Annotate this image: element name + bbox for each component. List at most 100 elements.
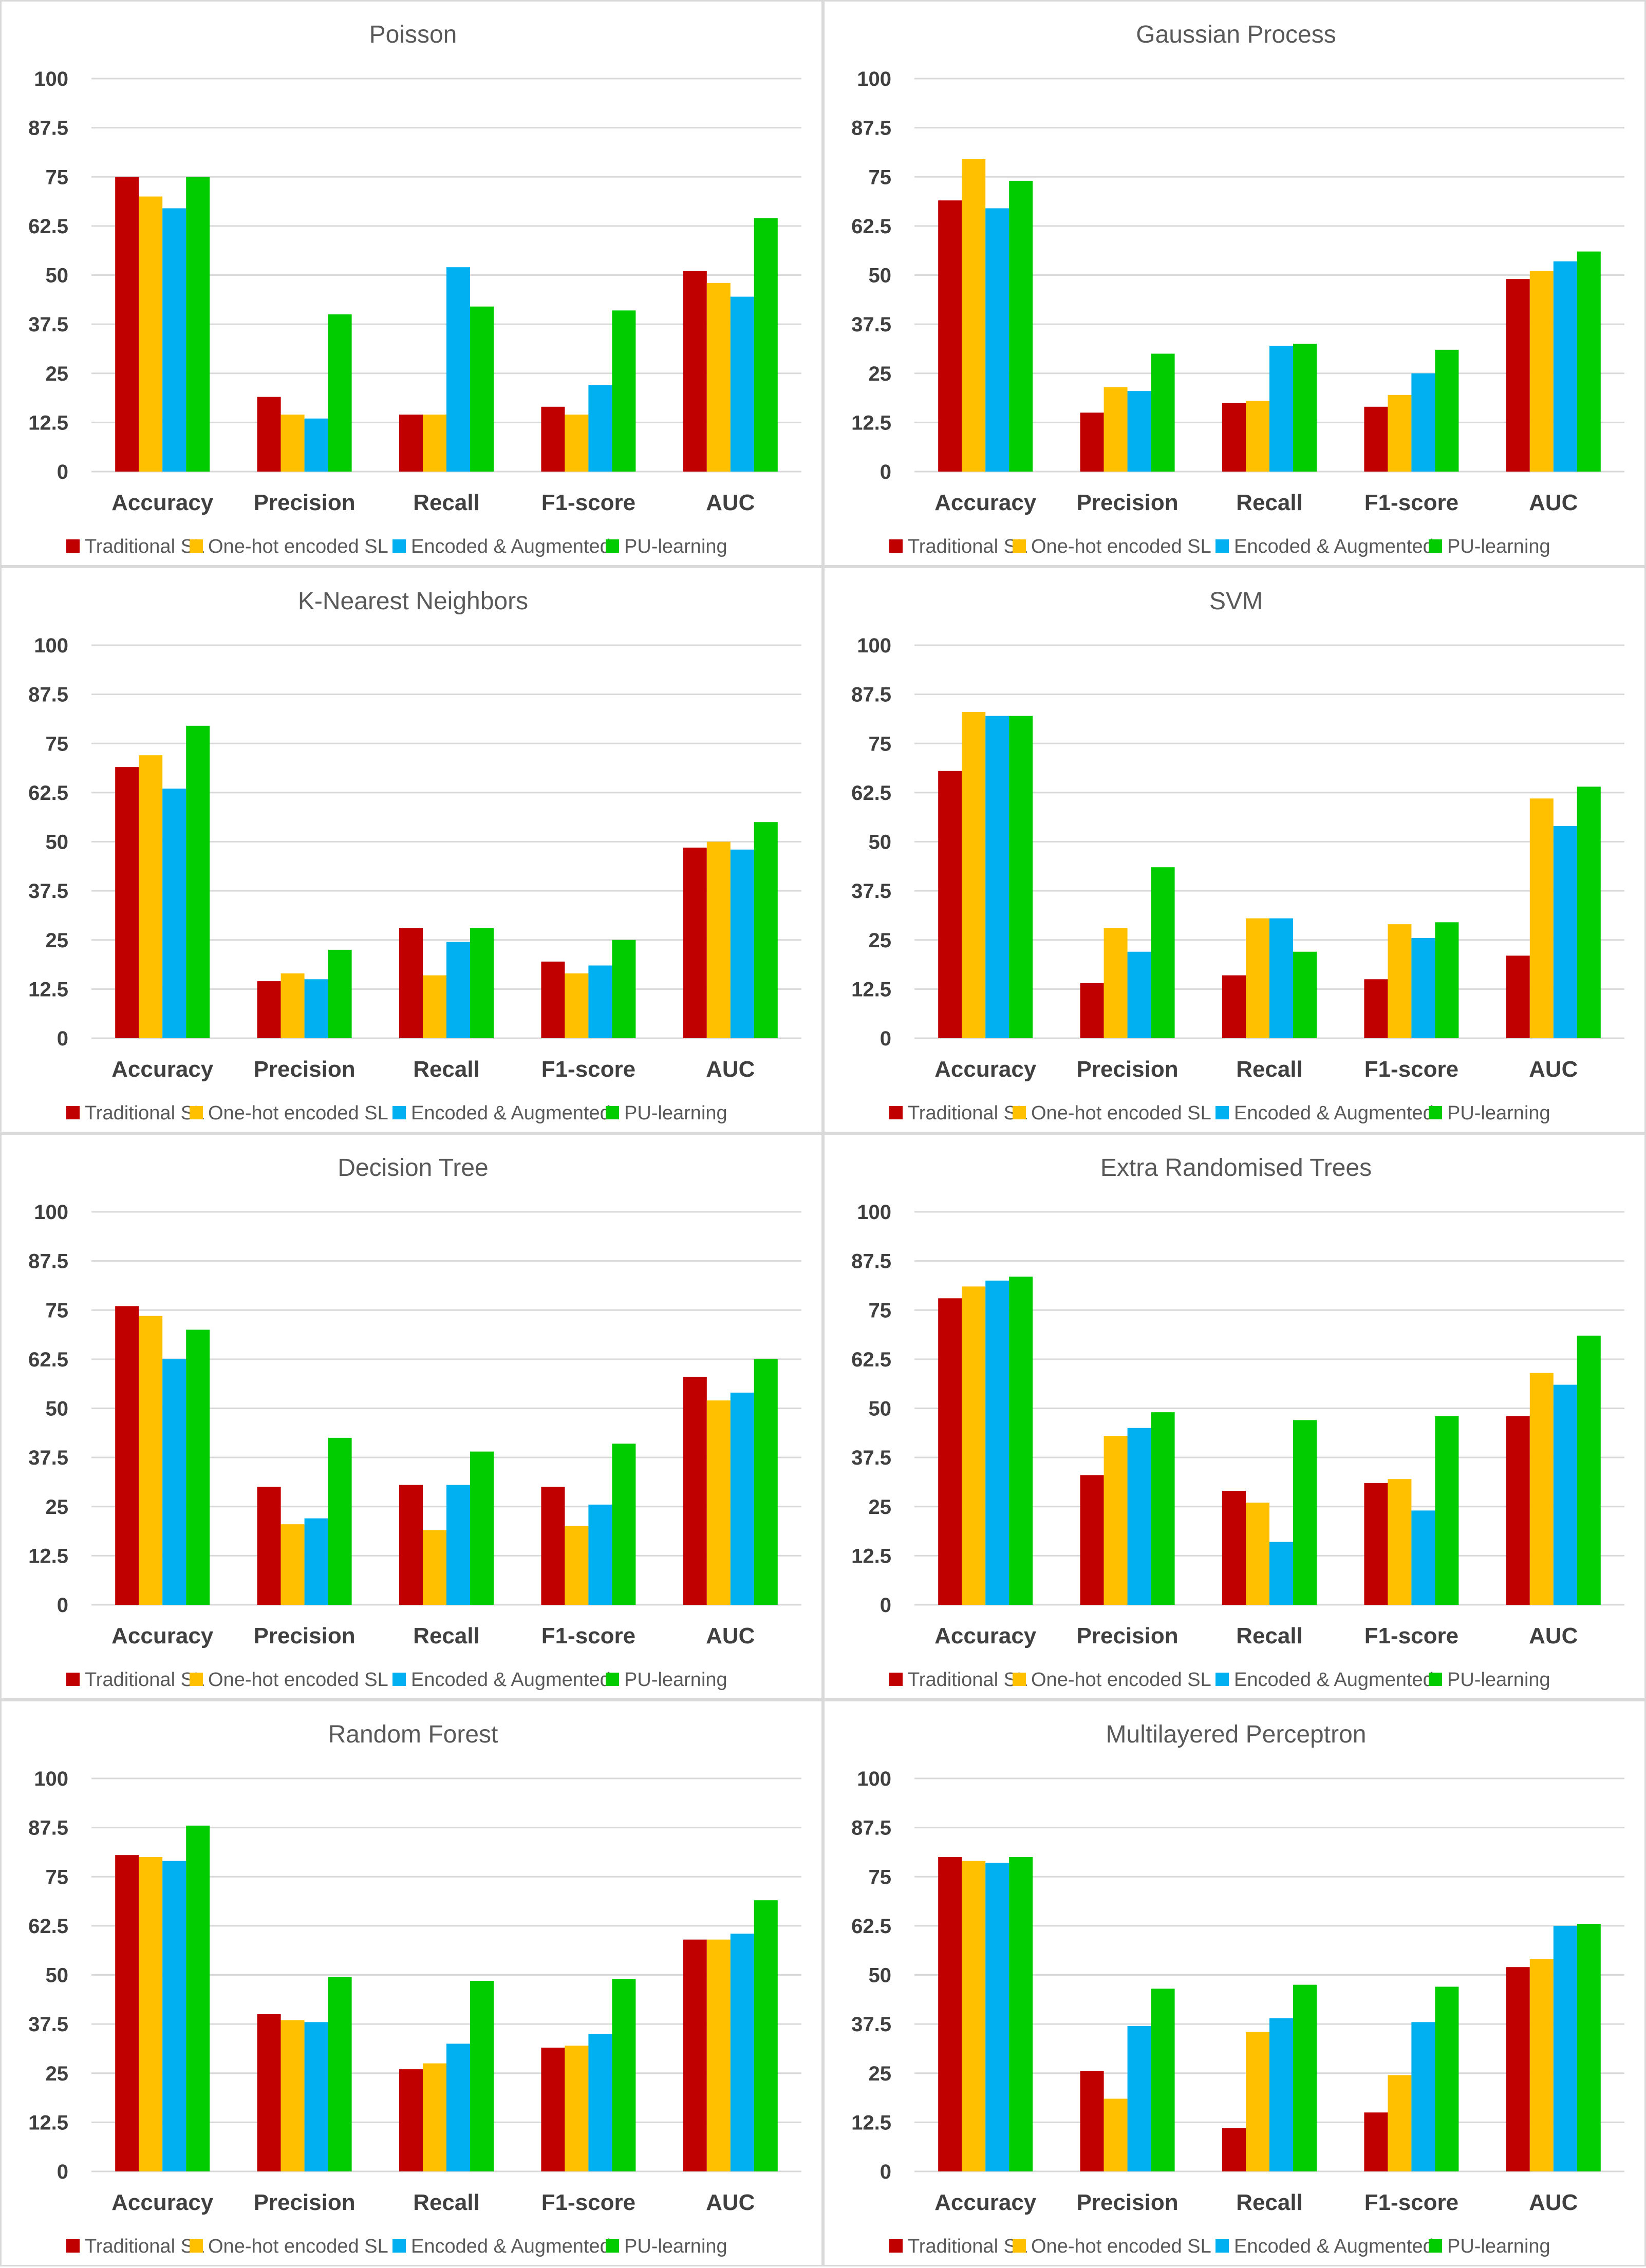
legend-label: One-hot encoded SL	[1031, 1669, 1211, 1691]
bar-traditional-sl-recall	[399, 415, 423, 472]
bar-encoded-augmented-f1-score	[588, 1504, 612, 1605]
bar-traditional-sl-precision	[257, 2014, 281, 2171]
legend-label: One-hot encoded SL	[208, 2236, 388, 2257]
legend-label: PU-learning	[1447, 2236, 1550, 2257]
bar-one-hot-encoded-sl-f1-score	[565, 2046, 589, 2171]
y-tick-label: 100	[34, 634, 68, 657]
bar-pu-learning-f1-score	[612, 1444, 636, 1605]
x-category-label: Precision	[254, 2190, 356, 2215]
x-category-label: Recall	[413, 1623, 480, 1648]
legend-swatch	[889, 539, 903, 553]
bar-one-hot-encoded-sl-recall	[1246, 918, 1269, 1038]
bar-pu-learning-auc	[754, 1359, 778, 1605]
x-category-label: Accuracy	[934, 1623, 1037, 1648]
y-tick-label: 75	[46, 1299, 69, 1322]
y-tick-label: 62.5	[851, 1348, 891, 1371]
legend-label: Encoded & Augmented	[1234, 1669, 1434, 1691]
legend-swatch	[66, 1673, 80, 1686]
bar-encoded-augmented-precision	[304, 979, 328, 1038]
legend-swatch	[606, 1673, 619, 1686]
bar-traditional-sl-auc	[683, 847, 707, 1038]
bar-pu-learning-accuracy	[1009, 716, 1033, 1038]
bar-one-hot-encoded-sl-precision	[1103, 2098, 1128, 2171]
legend-swatch	[1215, 539, 1229, 553]
y-tick-label: 87.5	[28, 1817, 68, 1840]
legend-label: Traditional SL	[85, 536, 204, 557]
x-category-label: F1-score	[541, 2190, 635, 2215]
legend-swatch	[1429, 1673, 1442, 1686]
bar-encoded-augmented-auc	[730, 849, 754, 1038]
y-tick-label: 87.5	[851, 1250, 891, 1273]
bar-traditional-sl-precision	[1080, 983, 1104, 1038]
y-tick-label: 25	[869, 1496, 892, 1519]
bar-encoded-augmented-recall	[1269, 2018, 1293, 2171]
bar-pu-learning-f1-score	[612, 310, 636, 472]
bar-one-hot-encoded-sl-accuracy	[962, 159, 986, 472]
x-category-label: F1-score	[541, 1623, 635, 1648]
y-tick-label: 0	[880, 1594, 891, 1617]
bar-pu-learning-recall	[470, 1451, 494, 1605]
y-tick-label: 37.5	[28, 2013, 68, 2036]
bar-one-hot-encoded-sl-accuracy	[139, 196, 163, 472]
bar-one-hot-encoded-sl-recall	[423, 2063, 446, 2171]
bar-traditional-sl-f1-score	[541, 406, 565, 472]
bar-one-hot-encoded-sl-accuracy	[962, 1286, 986, 1605]
bar-one-hot-encoded-sl-recall	[423, 415, 446, 472]
bar-traditional-sl-precision	[257, 981, 281, 1038]
y-tick-label: 62.5	[28, 1915, 68, 1938]
bar-encoded-augmented-precision	[1127, 951, 1151, 1038]
bar-traditional-sl-accuracy	[938, 771, 962, 1038]
bar-encoded-augmented-f1-score	[1411, 373, 1435, 472]
x-category-label: AUC	[706, 1623, 755, 1648]
legend-swatch	[1013, 539, 1026, 553]
y-tick-label: 50	[46, 1398, 69, 1420]
y-tick-label: 75	[869, 1866, 892, 1888]
legend-swatch	[1013, 1673, 1026, 1686]
y-tick-label: 50	[46, 1964, 69, 1987]
bar-encoded-augmented-precision	[304, 2022, 328, 2171]
bar-encoded-augmented-auc	[1553, 826, 1577, 1038]
x-category-label: F1-score	[1364, 1057, 1458, 1082]
y-tick-label: 50	[869, 831, 892, 854]
bar-pu-learning-precision	[328, 949, 352, 1038]
bar-pu-learning-recall	[470, 306, 494, 472]
chart-title: Decision Tree	[338, 1154, 488, 1182]
legend-swatch	[1215, 1106, 1229, 1119]
legend-swatch	[392, 2239, 406, 2253]
y-tick-label: 87.5	[28, 684, 68, 706]
y-tick-label: 87.5	[851, 684, 891, 706]
bar-encoded-augmented-auc	[1553, 261, 1577, 472]
legend-swatch	[190, 539, 203, 553]
y-tick-label: 87.5	[851, 117, 891, 140]
chart-panel-extra-randomised-trees: Extra Randomised Trees 0 12.5 25 37.5 50 62.5 7…	[823, 1133, 1646, 1700]
bar-encoded-augmented-precision	[1127, 391, 1151, 472]
y-tick-label: 37.5	[851, 2013, 891, 2036]
bar-encoded-augmented-f1-score	[588, 2034, 612, 2171]
bar-one-hot-encoded-sl-precision	[1103, 1436, 1128, 1605]
bar-one-hot-encoded-sl-precision	[280, 973, 305, 1038]
bar-pu-learning-accuracy	[186, 1825, 210, 2171]
bar-encoded-augmented-f1-score	[588, 385, 612, 472]
legend-label: PU-learning	[624, 1669, 727, 1691]
y-tick-label: 0	[880, 2161, 891, 2183]
legend-swatch	[190, 1673, 203, 1686]
legend-swatch	[889, 1673, 903, 1686]
bar-traditional-sl-accuracy	[115, 1855, 139, 2171]
chart-title: Gaussian Process	[1136, 21, 1336, 48]
bar-encoded-augmented-accuracy	[162, 208, 186, 472]
legend-label: Encoded & Augmented	[1234, 536, 1434, 557]
chart-panel-random-forest: Random Forest 0 12.5 25 37.5 50 62.5 75 87.5 100 A…	[0, 1700, 823, 2266]
bar-one-hot-encoded-sl-accuracy	[139, 1857, 163, 2171]
bar-pu-learning-precision	[1151, 1989, 1175, 2171]
y-tick-label: 100	[34, 1768, 68, 1790]
bar-pu-learning-auc	[754, 1900, 778, 2171]
bar-traditional-sl-recall	[1222, 1491, 1246, 1605]
y-tick-label: 12.5	[28, 1545, 68, 1567]
y-tick-label: 100	[34, 1201, 68, 1224]
legend-label: Traditional SL	[85, 1669, 204, 1691]
bar-one-hot-encoded-sl-auc	[1529, 1959, 1554, 2171]
x-category-label: AUC	[1529, 1057, 1578, 1082]
bar-encoded-augmented-accuracy	[985, 1280, 1009, 1605]
legend-swatch	[1013, 1106, 1026, 1119]
